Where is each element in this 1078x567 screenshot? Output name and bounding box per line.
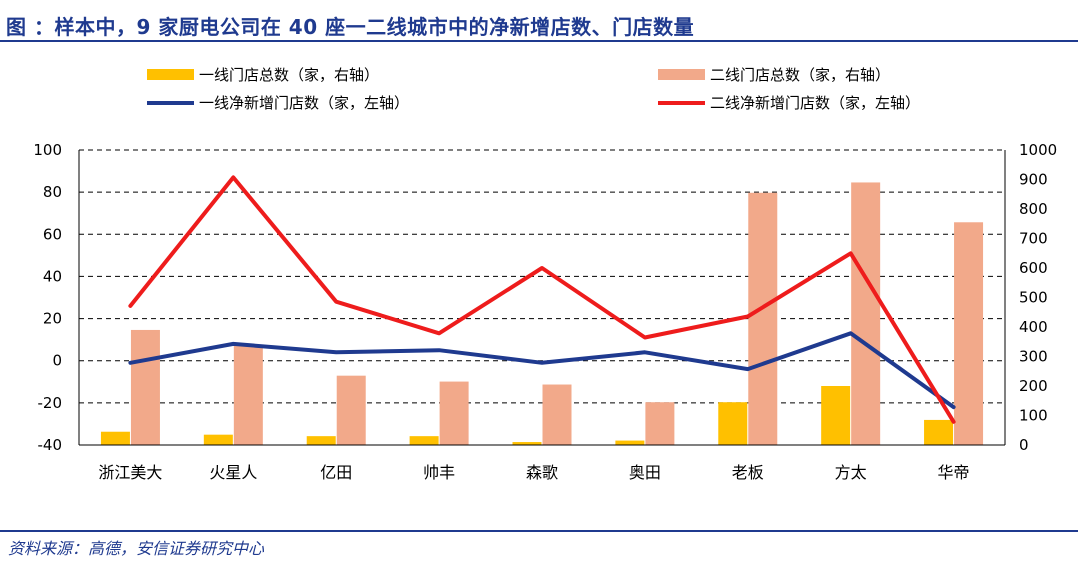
bar-tier1-total	[615, 440, 645, 445]
chart-svg: -40-200204060801000100200300400500600700…	[33, 66, 1057, 482]
legend-label: 一线净新增门店数（家，左轴）	[199, 94, 409, 112]
right-tick-label: 200	[1019, 377, 1048, 395]
lines	[128, 175, 956, 424]
category-label: 老板	[732, 463, 764, 482]
right-tick-label: 300	[1019, 348, 1048, 366]
left-tick-label: 40	[43, 267, 62, 285]
category-label: 浙江美大	[98, 463, 162, 482]
line-tier1-net-new	[128, 331, 956, 410]
footer-rule	[0, 530, 1078, 532]
right-tick-label: 100	[1019, 407, 1048, 425]
category-label: 火星人	[209, 463, 257, 482]
bars	[100, 182, 984, 445]
bar-tier2-total	[645, 402, 675, 445]
bar-tier2-total	[233, 344, 263, 445]
right-tick-label: 1000	[1019, 141, 1057, 159]
bar-tier1-total	[718, 402, 748, 445]
bar-tier1-total	[203, 434, 233, 445]
legend-label: 二线净新增门店数（家，左轴）	[710, 94, 920, 112]
right-tick-label: 600	[1019, 259, 1048, 277]
chart-title: 图 ：样本中，9 家厨电公司在 40 座一二线城市中的净新增店数、门店数量	[6, 15, 695, 39]
right-tick-label: 400	[1019, 318, 1048, 336]
bar-tier1-total	[306, 436, 336, 445]
right-tick-label: 500	[1019, 289, 1048, 307]
right-tick-label: 0	[1019, 436, 1029, 454]
left-tick-label: 100	[33, 141, 62, 159]
left-tick-label: -40	[38, 436, 63, 454]
left-tick-label: 20	[43, 310, 62, 328]
category-label: 华帝	[938, 463, 970, 482]
category-label: 帅丰	[423, 463, 455, 482]
bar-tier2-total	[130, 329, 160, 445]
right-tick-label: 900	[1019, 171, 1048, 189]
category-label: 方太	[835, 463, 867, 482]
bar-tier2-total	[851, 182, 881, 445]
bar-tier1-total	[409, 436, 439, 445]
bar-tier1-total	[512, 442, 542, 445]
line-tier2-net-new	[128, 175, 956, 424]
legend-label: 二线门店总数（家，右轴）	[710, 66, 890, 84]
legend-label: 一线门店总数（家，右轴）	[199, 66, 379, 84]
bar-tier1-total	[924, 419, 954, 445]
left-tick-label: 0	[52, 352, 62, 370]
source-note: 资料来源：高德，安信证券研究中心	[8, 539, 265, 558]
left-tick-label: 60	[43, 225, 62, 243]
legend-swatch	[658, 69, 705, 80]
category-label: 奥田	[629, 463, 661, 482]
bar-tier2-total	[748, 192, 778, 445]
axes: -40-200204060801000100200300400500600700…	[33, 141, 1057, 482]
bar-tier2-total	[336, 375, 366, 445]
right-tick-label: 800	[1019, 200, 1048, 218]
bar-tier1-total	[821, 386, 851, 445]
title-underline	[0, 40, 1078, 42]
category-label: 森歌	[526, 463, 558, 482]
bar-tier2-total	[542, 384, 572, 445]
bar-tier1-total	[100, 431, 130, 445]
bar-tier2-total	[954, 222, 984, 445]
legend-swatch	[147, 69, 194, 80]
left-tick-label: -20	[38, 394, 63, 412]
bar-tier2-total	[439, 381, 469, 445]
right-tick-label: 700	[1019, 230, 1048, 248]
category-label: 亿田	[320, 463, 352, 482]
left-tick-label: 80	[43, 183, 62, 201]
legend: 一线门店总数（家，右轴） 二线门店总数（家，右轴） 一线净新增门店数（家，左轴） 二线…	[147, 66, 920, 112]
